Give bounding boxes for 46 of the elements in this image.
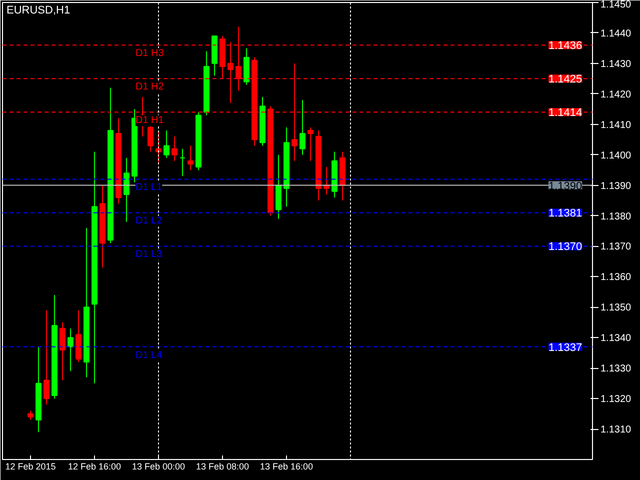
x-tick-label: 13 Feb 08:00 <box>196 462 250 472</box>
y-tick-label: 1.1380 <box>600 211 632 222</box>
y-tick-label: 1.1350 <box>600 302 632 314</box>
candlestick <box>124 157 130 222</box>
y-tick-label: 1.1400 <box>600 150 632 162</box>
candlestick <box>28 410 34 420</box>
candlestick <box>172 136 178 162</box>
candlestick <box>164 130 170 158</box>
candlestick <box>308 126 314 162</box>
x-tick-label: 13 Feb 00:00 <box>132 462 186 472</box>
y-tick-label: 1.1370 <box>600 242 632 253</box>
annotation: 1.1414 <box>548 107 582 120</box>
ref-line-label: D1 H2 <box>136 82 164 93</box>
candlestick <box>156 130 162 164</box>
ref-line-label: D1 L3 <box>136 249 163 260</box>
y-tick-label: 1.1310 <box>600 424 632 436</box>
candlestick <box>188 145 194 171</box>
y-tick-label: 1.1430 <box>600 58 632 70</box>
y-tick-label: 1.1440 <box>600 28 632 40</box>
x-tick-label: 12 Feb 16:00 <box>68 462 122 472</box>
y-tick-label: 1.1360 <box>600 272 632 284</box>
y-tick-label: 1.1390 <box>600 180 632 192</box>
chart-title: EURUSD,H1 <box>6 4 70 16</box>
y-tick-label: 1.1320 <box>600 394 632 406</box>
y-tick-label: 1.1340 <box>600 333 632 344</box>
candlestick <box>180 148 186 177</box>
candlestick <box>68 328 74 372</box>
ref-line-label: D1 L2 <box>136 216 163 227</box>
annotation: 1.1370 <box>548 241 582 254</box>
annotation: 1.1381 <box>548 208 582 220</box>
ref-line-label: D1 H1 <box>136 115 164 126</box>
y-tick-label: 1.1420 <box>600 89 632 100</box>
candlestick <box>60 322 66 381</box>
ref-line-label: D1 L4 <box>136 350 163 361</box>
annotation: 1.1337 <box>548 342 582 354</box>
y-tick-label: 1.1330 <box>600 364 632 375</box>
x-tick-label: 13 Feb 16:00 <box>260 462 314 472</box>
candlestick <box>300 99 306 156</box>
candlestick <box>44 310 50 406</box>
annotation: 1.1390 <box>548 180 582 192</box>
ref-line-label: D1 H3 <box>136 48 164 60</box>
y-tick-label: 1.1450 <box>600 0 632 10</box>
x-tick-label: 12 Feb 2015 <box>5 462 56 472</box>
candlestick <box>148 124 154 152</box>
ref-line-label: D1 L1 <box>136 182 163 194</box>
y-tick-label: 1.1410 <box>600 120 632 131</box>
